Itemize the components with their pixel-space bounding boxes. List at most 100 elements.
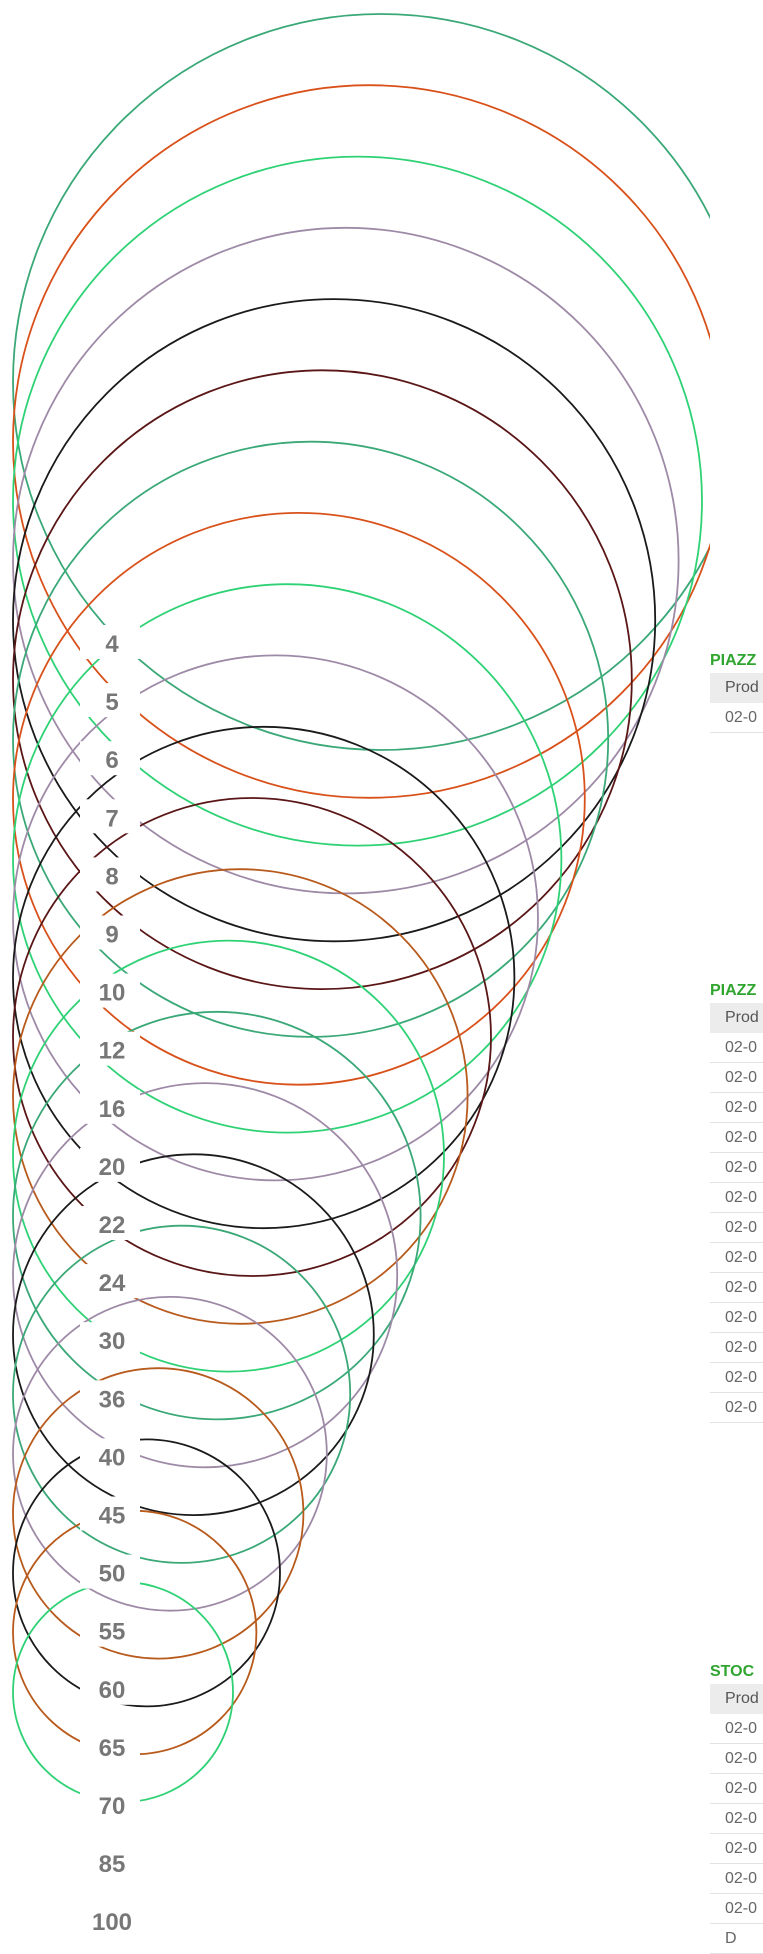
size-label: 60 (99, 1677, 126, 1704)
table-row: 02-0 (710, 1893, 763, 1924)
size-label: 100 (92, 1909, 132, 1936)
column-header: Prod (710, 1003, 763, 1033)
size-label: 20 (99, 1154, 126, 1181)
size-circle (12, 369, 633, 991)
table-cell: D (710, 1923, 763, 1954)
table-cell: 02-0 (710, 1332, 763, 1363)
size-label: 4 (105, 631, 119, 658)
table-cell: 02-0 (710, 1302, 763, 1333)
size-label: 70 (99, 1793, 126, 1820)
table-cell: 02-0 (710, 703, 763, 733)
size-label-background (80, 1554, 140, 1589)
size-circle (12, 512, 586, 1086)
size-label: 24 (99, 1270, 126, 1297)
size-circles (12, 13, 710, 1803)
size-label: 65 (99, 1735, 126, 1762)
size-label-background (80, 1031, 140, 1066)
table-row: 02-0 (710, 1302, 763, 1333)
size-label: 55 (99, 1619, 126, 1646)
table-cell: 02-0 (710, 1242, 763, 1273)
size-label: 6 (105, 747, 118, 774)
column-header: Prod (710, 1684, 763, 1714)
size-label: 5 (105, 689, 118, 716)
panel-title: STOC (710, 1663, 755, 1680)
table-row: 02-0 (710, 703, 763, 733)
panel-table: Prod 02-0 02-0 02-0 02-0 02-0 02-0 02-0 02-0 02-… (710, 1003, 763, 1423)
size-label: 36 (99, 1386, 126, 1413)
table-row: 02-0 (710, 1392, 763, 1423)
panel-title: PIAZZ (710, 982, 757, 999)
table-cell: 02-0 (710, 1272, 763, 1303)
size-label: 22 (99, 1212, 126, 1239)
size-label: 40 (99, 1444, 126, 1471)
size-circle (12, 1438, 281, 1708)
size-label-background (80, 1612, 140, 1647)
table-row: 02-0 (710, 1714, 763, 1744)
size-label-background (80, 1380, 140, 1415)
size-label: 45 (99, 1503, 126, 1530)
size-label-background (80, 915, 140, 950)
table-row: 02-0 (710, 1743, 763, 1774)
table-row: 02-0 (710, 1803, 763, 1834)
panel-title: PIAZZ (710, 652, 757, 669)
size-label: 50 (99, 1561, 126, 1588)
size-circle (12, 1082, 399, 1469)
table-row: 02-0 (710, 1062, 763, 1093)
size-label-background (80, 625, 140, 659)
size-label-background (80, 1089, 140, 1124)
size-circle (12, 1153, 375, 1516)
size-label-background (80, 1670, 140, 1705)
size-labels: 4567891012162022243036404550556065708510… (80, 625, 140, 1937)
size-label: 9 (105, 922, 118, 949)
size-circle (12, 1296, 328, 1612)
size-label-background (80, 1206, 140, 1240)
table-cell: 02-0 (710, 1773, 763, 1804)
table-cell: 02-0 (710, 1182, 763, 1213)
table-cell: 02-0 (710, 1803, 763, 1834)
size-circle (12, 155, 703, 847)
size-label-background (80, 1787, 140, 1821)
size-label-background (80, 1728, 140, 1763)
panel-table: Prod 02-0 02-0 02-0 02-0 02-0 02-0 02-0 D (710, 1684, 763, 1954)
size-label-background (80, 1845, 140, 1880)
size-label: 30 (99, 1328, 126, 1355)
column-header: Prod (710, 673, 763, 703)
table-row: 02-0 (710, 1863, 763, 1894)
table-row: 02-0 (710, 1272, 763, 1303)
table-cell: 02-0 (710, 1152, 763, 1183)
size-label: 7 (105, 805, 118, 832)
size-label-background (80, 1438, 140, 1473)
table-cell: 02-0 (710, 1122, 763, 1153)
size-circle (12, 84, 710, 799)
table-row: 02-0 (710, 1182, 763, 1213)
table-row: 02-0 (710, 1212, 763, 1243)
table-row: 02-0 (710, 1833, 763, 1864)
size-circle (12, 226, 680, 895)
table-cell: 02-0 (710, 1033, 763, 1063)
size-circle (12, 583, 563, 1134)
size-circle (12, 298, 657, 943)
size-label-background (80, 857, 140, 892)
size-circle (12, 654, 539, 1182)
panel-piazza-2: PIAZZ Prod 02-0 02-0 02-0 02-0 02-0 02-0 02-0 0… (710, 979, 763, 1423)
size-circle (12, 440, 610, 1038)
panel-piazza-1: PIAZZ Prod 02-0 (710, 649, 763, 733)
table-row: 02-0 (710, 1242, 763, 1273)
table-row: D (710, 1923, 763, 1954)
size-label-background (80, 973, 140, 1008)
size-circle (12, 1224, 352, 1564)
table-cell: 02-0 (710, 1833, 763, 1864)
size-label-background (80, 1264, 140, 1299)
size-circle (12, 1367, 305, 1660)
table-cell: 02-0 (710, 1893, 763, 1924)
size-label: 10 (99, 980, 126, 1007)
table-cell: 02-0 (710, 1743, 763, 1774)
table-cell: 02-0 (710, 1092, 763, 1123)
table-cell: 02-0 (710, 1863, 763, 1894)
panel-stock: STOC Prod 02-0 02-0 02-0 02-0 02-0 02-0 02-0 D (710, 1660, 763, 1954)
size-label-background (80, 1322, 140, 1357)
table-row: 02-0 (710, 1092, 763, 1123)
table-cell: 02-0 (710, 1714, 763, 1744)
size-circle (12, 725, 516, 1230)
table-row: 02-0 (710, 1332, 763, 1363)
